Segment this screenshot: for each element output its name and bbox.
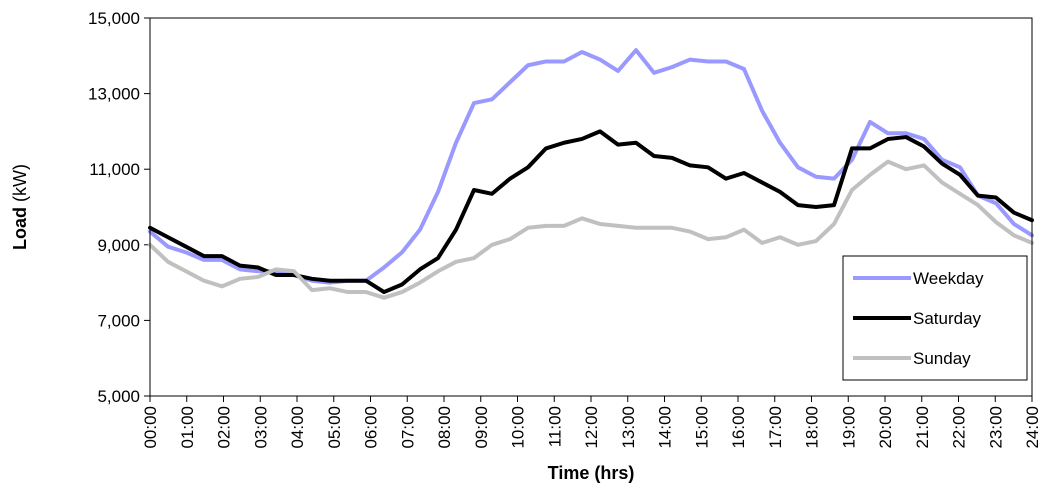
x-tick-label: 05:00 xyxy=(325,406,344,449)
y-tick-label: 9,000 xyxy=(97,236,140,255)
x-tick-label: 02:00 xyxy=(215,406,234,449)
legend-label-weekday: Weekday xyxy=(913,269,984,288)
y-axis-title-bold: Load xyxy=(10,207,30,250)
x-tick-label: 07:00 xyxy=(398,406,417,449)
y-tick-label: 13,000 xyxy=(88,85,140,104)
x-tick-label: 11:00 xyxy=(545,406,564,447)
series-line-sunday xyxy=(148,159,1034,300)
x-tick-label: 15:00 xyxy=(692,406,711,449)
x-tick-label: 00:00 xyxy=(141,406,160,449)
x-axis-ticks: 00:00 01:00 02:00 03:00 04:00 05:00 06:00 07:00… xyxy=(141,396,1040,449)
y-axis-ticks: 5,000 7,000 9,000 11,000 13,000 15,000 xyxy=(88,9,150,406)
y-tick-label: 7,000 xyxy=(97,311,140,330)
x-tick-label: 09:00 xyxy=(472,406,491,449)
x-tick-label: 18:00 xyxy=(803,406,822,449)
y-axis-title: Load (kW) xyxy=(10,164,30,250)
x-tick-label: 06:00 xyxy=(362,406,381,449)
series-layer xyxy=(148,48,1034,300)
y-tick-label: 5,000 xyxy=(97,387,140,406)
x-axis-title: Time (hrs) xyxy=(548,463,635,483)
x-tick-label: 24:00 xyxy=(1023,406,1040,449)
y-axis-title-unit: (kW) xyxy=(10,164,30,207)
x-tick-label: 01:00 xyxy=(178,406,197,449)
x-tick-label: 03:00 xyxy=(251,406,270,449)
x-tick-label: 10:00 xyxy=(509,406,528,449)
x-tick-label: 19:00 xyxy=(839,406,858,449)
y-tick-label: 15,000 xyxy=(88,9,140,28)
y-tick-label: 11,000 xyxy=(89,160,140,179)
plot-area-frame xyxy=(149,17,1033,397)
x-tick-label: 20:00 xyxy=(876,406,895,449)
x-tick-label: 23:00 xyxy=(986,406,1005,449)
x-tick-label: 21:00 xyxy=(913,406,932,449)
legend-label-saturday: Saturday xyxy=(913,309,982,328)
x-tick-label: 17:00 xyxy=(766,406,785,449)
legend: Weekday Saturday Sunday xyxy=(842,255,1028,381)
x-tick-label: 16:00 xyxy=(729,406,748,449)
x-tick-label: 13:00 xyxy=(619,406,638,449)
x-tick-label: 12:00 xyxy=(582,406,601,449)
x-tick-label: 04:00 xyxy=(288,406,307,449)
x-tick-label: 22:00 xyxy=(950,406,969,449)
x-tick-label: 08:00 xyxy=(435,406,454,449)
x-tick-label: 14:00 xyxy=(656,406,675,449)
legend-label-sunday: Sunday xyxy=(913,349,971,368)
